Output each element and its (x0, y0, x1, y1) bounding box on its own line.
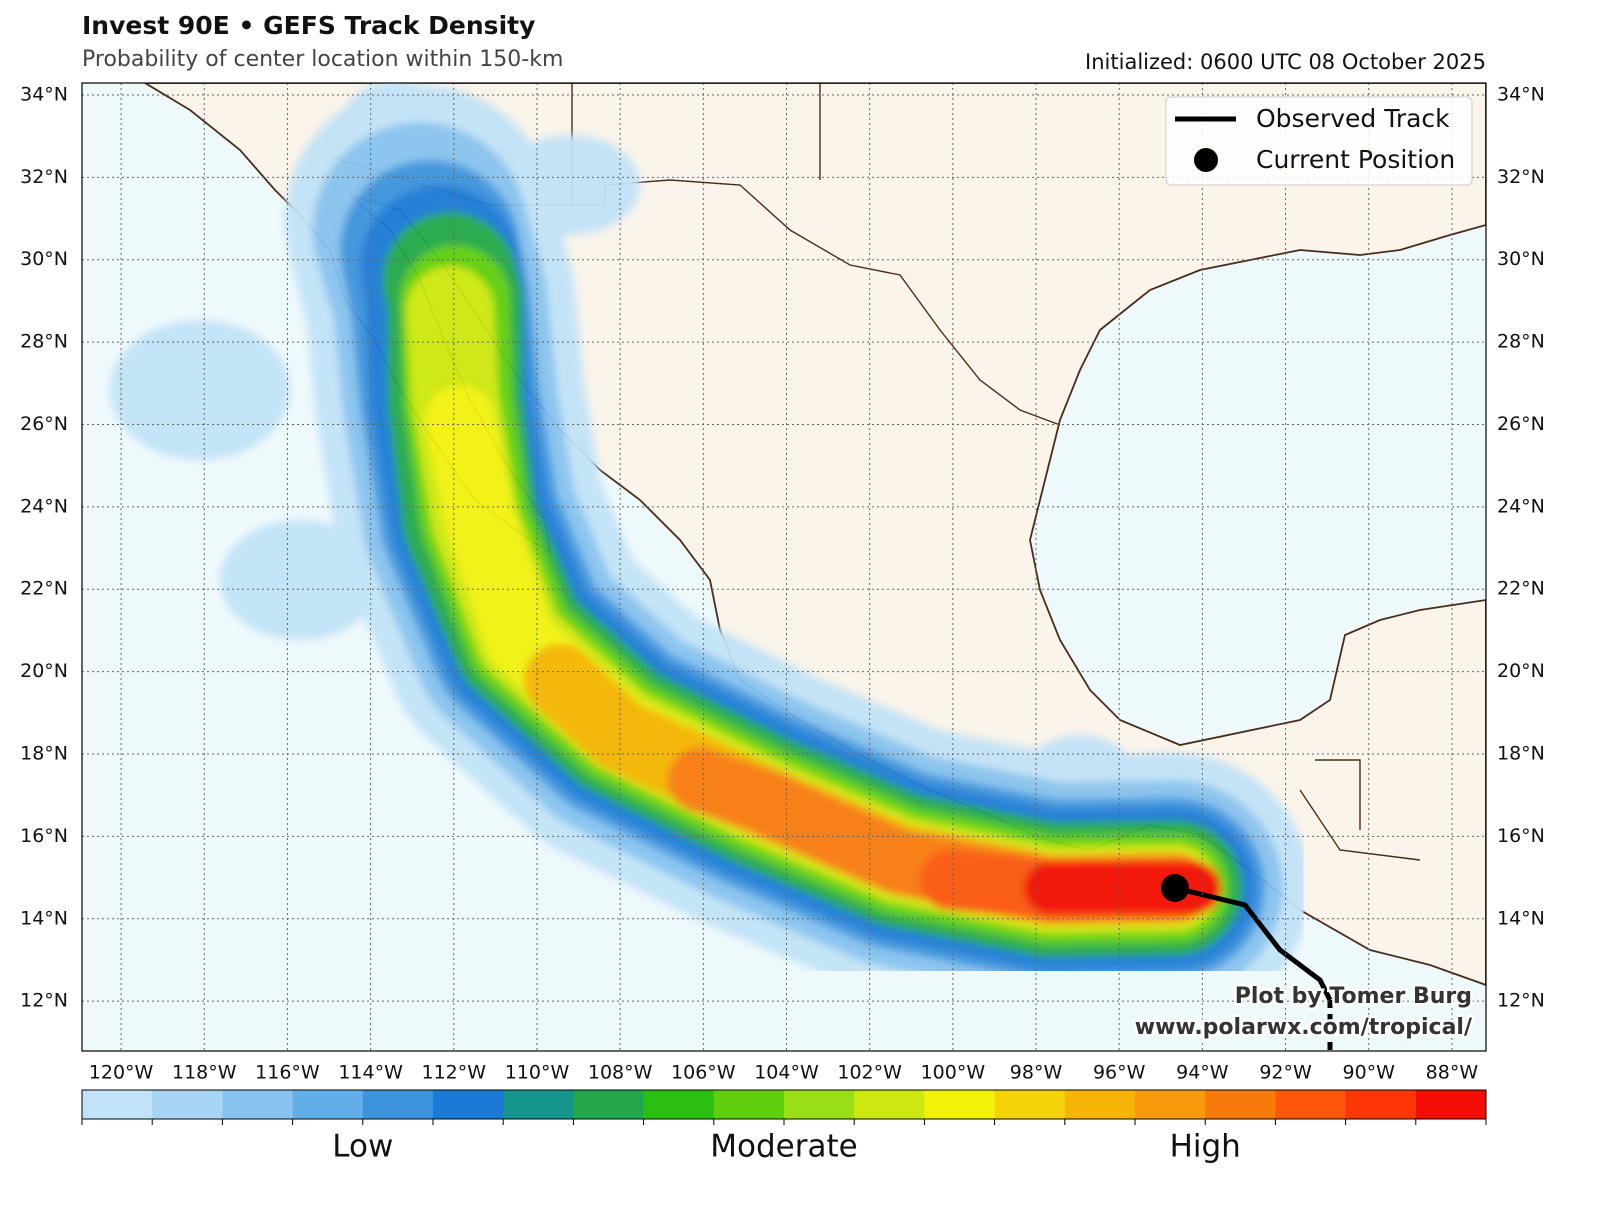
colorbar-cell (222, 1090, 294, 1119)
lon-label: 110°W (505, 1062, 570, 1084)
lon-label: 90°W (1342, 1062, 1395, 1084)
lat-label: 26°N (1497, 413, 1545, 435)
ticks: 12°N 12°N 14°N 14°N 16°N 16°N 18°N 18°N 20°N 20°N… (20, 83, 1545, 1083)
lat-label: 26°N (20, 413, 68, 435)
colorbar-cell (433, 1090, 504, 1119)
track-density (110, 83, 1310, 1025)
lat-label: 18°N (1497, 743, 1545, 765)
lon-label: 112°W (422, 1062, 487, 1084)
lon-label: 102°W (837, 1062, 902, 1084)
lat-label: 16°N (1497, 825, 1545, 847)
colorbar-cell (643, 1090, 715, 1119)
grid (82, 83, 1486, 1051)
colorbar-cell (994, 1090, 1066, 1119)
lon-label: 98°W (1010, 1062, 1063, 1084)
lat-label: 22°N (20, 578, 68, 600)
lon-label: 118°W (172, 1062, 237, 1084)
lon-label: 108°W (588, 1062, 653, 1084)
colorbar-cell (1415, 1090, 1487, 1119)
lat-label: 30°N (20, 248, 68, 270)
lat-label: 28°N (20, 331, 68, 353)
lat-label: 20°N (1497, 660, 1545, 682)
colorbar: Low Moderate High (81, 1089, 1487, 1165)
lon-label: 106°W (671, 1062, 736, 1084)
colorbar-cell (854, 1090, 925, 1119)
lon-label: 104°W (754, 1062, 819, 1084)
lat-label: 22°N (1497, 578, 1545, 600)
current-position (1161, 874, 1189, 902)
lat-label: 20°N (20, 660, 68, 682)
lat-label: 28°N (1497, 331, 1545, 353)
colorbar-cell (152, 1090, 223, 1119)
subtitle: Probability of center location within 15… (82, 47, 563, 72)
map: Observed Track Current Position Plot by … (82, 83, 1486, 1051)
colorbar-label: Low (332, 1129, 393, 1165)
observed-track (1174, 885, 1333, 1002)
map-frame (81, 82, 1487, 1052)
lat-label: 30°N (1497, 248, 1545, 270)
legend-label: Observed Track (1256, 104, 1450, 133)
lat-label: 12°N (1497, 990, 1545, 1012)
lon-label: 92°W (1259, 1062, 1312, 1084)
colorbar-cell (1064, 1090, 1136, 1119)
lat-label: 32°N (20, 166, 68, 188)
lat-label: 32°N (1497, 166, 1545, 188)
colorbar-cell (784, 1090, 855, 1119)
lat-label: 34°N (20, 83, 68, 105)
lon-label: 114°W (338, 1062, 403, 1084)
credit: Plot by Tomer Burg (1235, 984, 1472, 1009)
colorbar-cell (82, 1090, 153, 1119)
colorbar-cell (1275, 1090, 1347, 1119)
colorbar-cell (573, 1090, 645, 1119)
title: Invest 90E • GEFS Track Density (82, 11, 535, 40)
colorbar-cell (1205, 1090, 1276, 1119)
colorbar-cell (1345, 1090, 1417, 1119)
lat-label: 34°N (1497, 83, 1545, 105)
colorbar-cell (1135, 1090, 1206, 1119)
legend-box (1165, 96, 1473, 186)
lon-label: 116°W (255, 1062, 320, 1084)
lat-label: 24°N (20, 495, 68, 517)
lon-label: 120°W (89, 1062, 154, 1084)
colorbar-cell (713, 1090, 785, 1119)
colorbar-cell (362, 1090, 434, 1119)
lat-label: 14°N (1497, 907, 1545, 929)
lat-label: 18°N (20, 743, 68, 765)
colorbar-label: Moderate (710, 1129, 857, 1165)
credit: www.polarwx.com/tropical/ (1135, 1015, 1473, 1040)
colorbar-label: High (1170, 1129, 1241, 1165)
lat-label: 24°N (1497, 495, 1545, 517)
legend: Observed Track Current Position (1165, 96, 1473, 186)
colorbar-frame (81, 1089, 1487, 1120)
init-time: Initialized: 0600 UTC 08 October 2025 (1085, 50, 1486, 74)
lat-label: 14°N (20, 907, 68, 929)
colorbar-cell (503, 1090, 574, 1119)
lon-label: 88°W (1426, 1062, 1479, 1084)
legend-dot (1194, 148, 1218, 172)
lon-label: 96°W (1093, 1062, 1146, 1084)
lon-label: 94°W (1176, 1062, 1229, 1084)
colorbar-cell (292, 1090, 364, 1119)
lon-label: 100°W (921, 1062, 986, 1084)
lat-label: 16°N (20, 825, 68, 847)
legend-label: Current Position (1256, 145, 1455, 174)
colorbar-cell (924, 1090, 996, 1119)
lat-label: 12°N (20, 990, 68, 1012)
